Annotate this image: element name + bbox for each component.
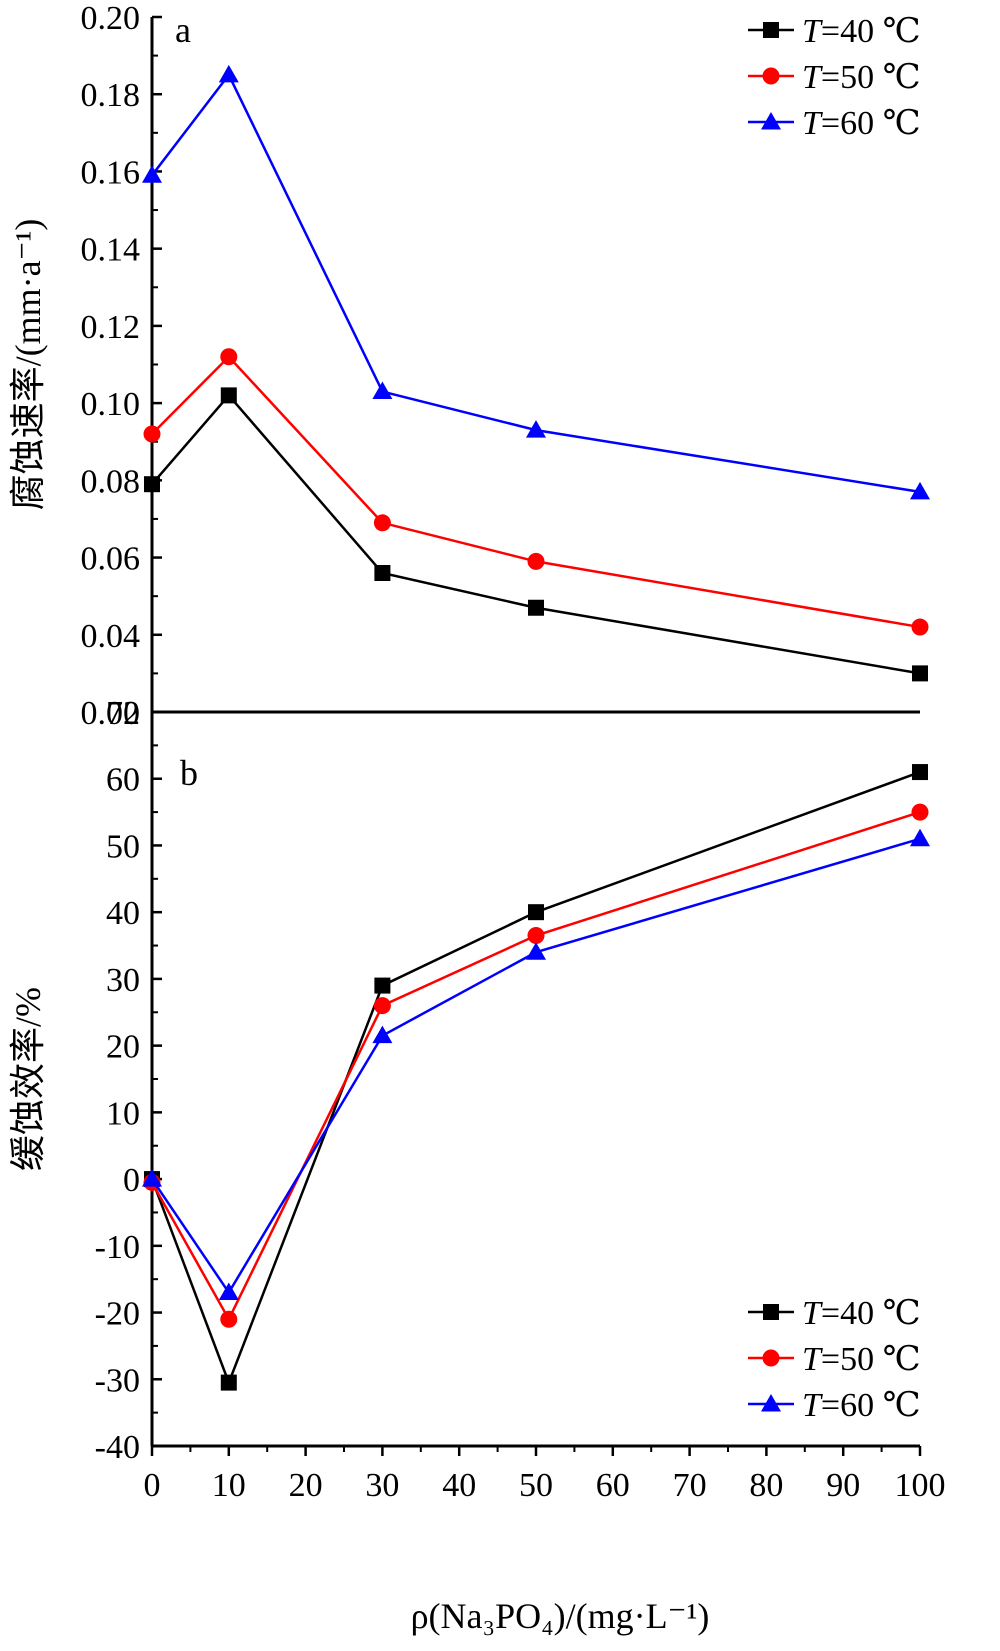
- series-line-1: [150, 810, 921, 1322]
- data-point: [218, 64, 239, 83]
- y-tick-label: 20: [106, 1029, 140, 1066]
- data-point: [373, 997, 391, 1015]
- panel-letter: b: [180, 753, 198, 793]
- legend-marker: [761, 1394, 781, 1412]
- y-tick-label: 0.20: [81, 0, 141, 37]
- y-tick-label: 60: [106, 762, 140, 799]
- x-tick-label: 20: [289, 1467, 323, 1504]
- legend-marker: [762, 1349, 780, 1367]
- legend-marker: [763, 1304, 779, 1320]
- y-tick-label: 0.06: [81, 541, 141, 578]
- data-point: [142, 165, 162, 183]
- series-line-1: [151, 354, 921, 629]
- y-tick-label: 0.08: [81, 463, 141, 500]
- legend-label: T=50 ℃: [802, 59, 921, 96]
- x-tick-label: 30: [365, 1467, 399, 1504]
- data-point: [911, 618, 929, 636]
- data-point: [912, 665, 928, 682]
- y-axis-title: 缓蚀效率/%: [8, 987, 48, 1171]
- y-tick-label: -10: [95, 1229, 140, 1266]
- data-point: [142, 1169, 162, 1187]
- y-tick-label: -30: [95, 1362, 140, 1399]
- y-tick-label: 70: [106, 695, 140, 732]
- legend-label: T=60 ℃: [802, 105, 921, 142]
- data-point: [911, 803, 929, 821]
- y-tick-label: -40: [95, 1429, 140, 1466]
- data-point: [528, 599, 544, 616]
- x-tick-label: 80: [749, 1467, 783, 1504]
- y-tick-label: 30: [106, 962, 140, 999]
- data-point: [527, 927, 545, 945]
- y-axis-title: 腐蚀速率/(mm·a⁻¹): [8, 219, 48, 511]
- legend-label: T=60 ℃: [802, 1387, 921, 1424]
- data-point: [910, 828, 930, 847]
- data-point: [373, 514, 391, 532]
- data-point: [220, 348, 238, 366]
- panel-b: -40 -30 -20 -10 0 10 20 30 40 50 60 70 0 10 20 30 40 50 60…: [8, 695, 946, 1504]
- y-tick-label: 10: [106, 1095, 140, 1132]
- data-point: [220, 1374, 237, 1391]
- legend-marker: [761, 112, 781, 130]
- y-tick-label: -20: [95, 1296, 140, 1333]
- panel-a: 0.02 0.04 0.06 0.08 0.10 0.12 0.14 0.16 0.18 0.20…: [8, 0, 930, 732]
- x-tick-label: 70: [673, 1467, 707, 1504]
- x-tick-label: 10: [212, 1467, 246, 1504]
- legend-label: T=50 ℃: [802, 1341, 921, 1378]
- y-tick-label: 0: [123, 1162, 140, 1199]
- data-point: [528, 904, 544, 921]
- y-tick-label: 0.14: [81, 232, 141, 269]
- data-point: [910, 481, 930, 500]
- x-tick-label: 90: [826, 1467, 860, 1504]
- data-point: [220, 387, 237, 404]
- y-tick-label: 0.10: [81, 386, 141, 423]
- data-point: [220, 1310, 238, 1328]
- data-point: [143, 425, 161, 443]
- y-tick-label: 50: [106, 828, 140, 865]
- y-tick-label: 0.02: [81, 695, 141, 732]
- x-tick-label: 100: [895, 1467, 946, 1504]
- legend-label: T=40 ℃: [802, 1295, 921, 1332]
- y-tick-label: 40: [106, 895, 140, 932]
- data-point: [527, 552, 545, 570]
- y-tick-label: 0.12: [81, 309, 141, 346]
- data-point: [372, 381, 393, 400]
- x-tick-label: 60: [596, 1467, 630, 1504]
- data-point: [912, 764, 928, 781]
- x-tick-label: 40: [442, 1467, 476, 1504]
- data-point: [526, 420, 546, 438]
- series-line-0: [150, 770, 921, 1387]
- x-tick-label: 0: [144, 1467, 161, 1504]
- data-point: [372, 1025, 393, 1044]
- data-point: [144, 476, 160, 493]
- y-tick-label: 0.16: [81, 154, 141, 191]
- x-axis-title: ρ(Na₃PO₄)/(mg·L⁻¹): [411, 1596, 710, 1636]
- y-tick-label: 0.04: [81, 618, 141, 655]
- x-tick-label: 50: [519, 1467, 553, 1504]
- data-point: [218, 1282, 239, 1301]
- panel-letter: a: [175, 10, 191, 50]
- legend-marker: [763, 22, 779, 38]
- data-point: [374, 977, 391, 994]
- data-point: [374, 565, 391, 581]
- legend-marker: [762, 67, 780, 85]
- data-point: [526, 942, 546, 960]
- y-tick-label: 0.18: [81, 77, 141, 114]
- legend-label: T=40 ℃: [802, 13, 921, 50]
